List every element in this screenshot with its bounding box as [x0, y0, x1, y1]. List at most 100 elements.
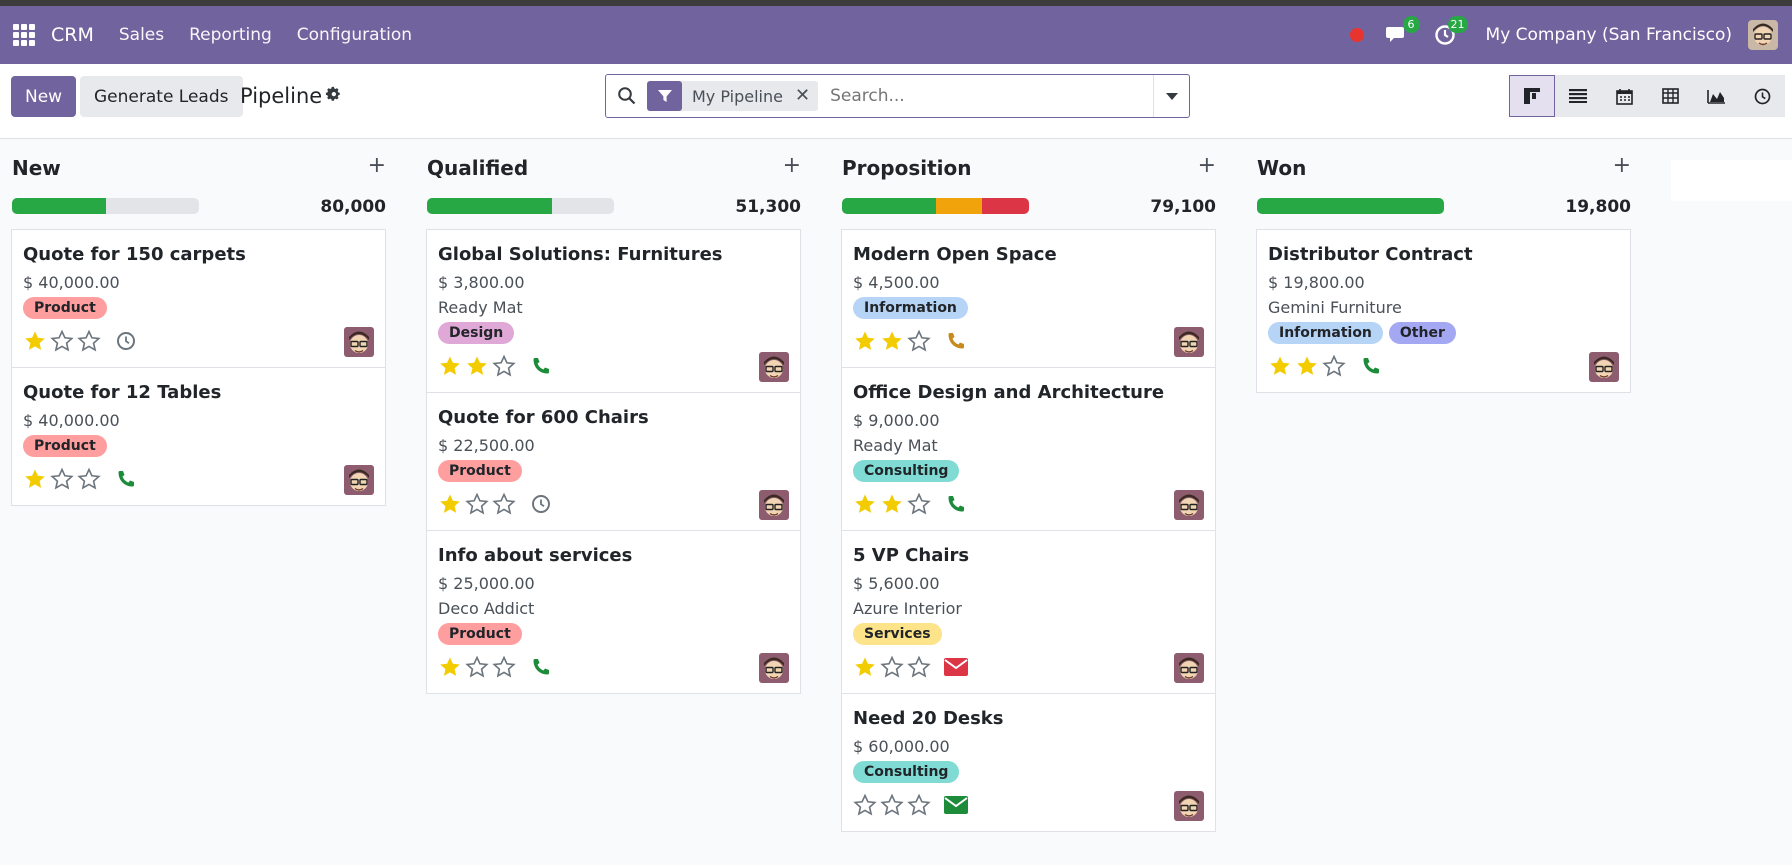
kanban-card[interactable]: Modern Open Space $ 4,500.00 Information: [841, 229, 1216, 368]
star-empty-icon[interactable]: [492, 492, 516, 516]
salesperson-avatar[interactable]: [1174, 490, 1204, 520]
quick-create-plus-icon[interactable]: +: [1612, 153, 1631, 178]
star-filled-icon[interactable]: [1268, 354, 1292, 378]
salesperson-avatar[interactable]: [344, 465, 374, 495]
star-filled-icon[interactable]: [465, 354, 489, 378]
star-empty-icon[interactable]: [465, 655, 489, 679]
graph-view-button[interactable]: [1693, 75, 1739, 117]
menu-sales[interactable]: Sales: [118, 25, 165, 45]
star-filled-icon[interactable]: [853, 492, 877, 516]
progress-segment-orange[interactable]: [935, 198, 983, 214]
star-empty-icon[interactable]: [853, 793, 877, 817]
app-brand[interactable]: CRM: [51, 24, 94, 46]
progress-segment-green[interactable]: [427, 198, 553, 214]
quick-create-plus-icon[interactable]: +: [367, 153, 386, 178]
salesperson-avatar[interactable]: [1589, 352, 1619, 382]
pivot-view-button[interactable]: [1647, 75, 1693, 117]
star-empty-icon[interactable]: [907, 329, 931, 353]
quick-create-plus-icon[interactable]: +: [782, 153, 801, 178]
star-filled-icon[interactable]: [438, 354, 462, 378]
star-empty-icon[interactable]: [880, 793, 904, 817]
phone-icon[interactable]: [529, 354, 553, 378]
user-avatar[interactable]: [1748, 20, 1778, 50]
new-button[interactable]: New: [11, 76, 77, 117]
phone-icon[interactable]: [529, 655, 553, 679]
star-empty-icon[interactable]: [907, 655, 931, 679]
salesperson-avatar[interactable]: [759, 352, 789, 382]
star-empty-icon[interactable]: [492, 354, 516, 378]
star-empty-icon[interactable]: [907, 492, 931, 516]
column-progress-bar[interactable]: [1257, 198, 1444, 214]
salesperson-avatar[interactable]: [759, 653, 789, 683]
kanban-card[interactable]: Global Solutions: Furnitures $ 3,800.00 Re…: [426, 229, 801, 393]
list-view-button[interactable]: [1555, 75, 1601, 117]
star-filled-icon[interactable]: [23, 329, 47, 353]
phone-icon[interactable]: [1359, 354, 1383, 378]
column-title[interactable]: New: [12, 156, 61, 180]
kanban-card[interactable]: Quote for 600 Chairs $ 22,500.00 Product: [426, 392, 801, 531]
column-title[interactable]: Qualified: [427, 156, 529, 180]
star-empty-icon[interactable]: [492, 655, 516, 679]
phone-icon[interactable]: [944, 492, 968, 516]
activity-view-button[interactable]: [1739, 75, 1785, 117]
envelope-green-icon[interactable]: [944, 793, 968, 817]
column-title[interactable]: Won: [1257, 156, 1307, 180]
company-switcher[interactable]: My Company (San Francisco): [1485, 25, 1732, 45]
salesperson-avatar[interactable]: [1174, 327, 1204, 357]
phone-orange-icon[interactable]: [944, 329, 968, 353]
search-options-toggle[interactable]: [1153, 75, 1189, 117]
salesperson-avatar[interactable]: [1174, 791, 1204, 821]
salesperson-avatar[interactable]: [759, 490, 789, 520]
star-empty-icon[interactable]: [50, 467, 74, 491]
messages-button[interactable]: 6: [1384, 16, 1420, 48]
generate-leads-button[interactable]: Generate Leads: [80, 76, 243, 117]
progress-segment-green[interactable]: [12, 198, 106, 214]
menu-configuration[interactable]: Configuration: [296, 25, 413, 45]
kanban-card[interactable]: 5 VP Chairs $ 5,600.00 Azure Interior Servi…: [841, 530, 1216, 694]
salesperson-avatar[interactable]: [1174, 653, 1204, 683]
star-filled-icon[interactable]: [880, 492, 904, 516]
star-empty-icon[interactable]: [50, 329, 74, 353]
column-progress-bar[interactable]: [842, 198, 1029, 214]
calendar-view-button[interactable]: [1601, 75, 1647, 117]
clock-icon[interactable]: [114, 329, 138, 353]
kanban-card[interactable]: Need 20 Desks $ 60,000.00 Consulting: [841, 693, 1216, 832]
menu-reporting[interactable]: Reporting: [189, 25, 272, 45]
column-title[interactable]: Proposition: [842, 156, 972, 180]
progress-segment-red[interactable]: [982, 198, 1029, 214]
star-filled-icon[interactable]: [853, 655, 877, 679]
star-empty-icon[interactable]: [465, 492, 489, 516]
activities-button[interactable]: 21: [1432, 16, 1468, 48]
kanban-card[interactable]: Office Design and Architecture $ 9,000.00…: [841, 367, 1216, 531]
star-filled-icon[interactable]: [880, 329, 904, 353]
add-column-placeholder[interactable]: [1671, 160, 1792, 201]
search-icon[interactable]: [617, 86, 637, 106]
star-empty-icon[interactable]: [77, 467, 101, 491]
column-progress-bar[interactable]: [12, 198, 199, 214]
recording-indicator-icon[interactable]: [1349, 28, 1364, 42]
apps-menu-icon[interactable]: [13, 24, 35, 46]
gear-icon[interactable]: [325, 86, 342, 103]
remove-facet-icon[interactable]: ✕: [794, 85, 811, 106]
star-empty-icon[interactable]: [907, 793, 931, 817]
kanban-view-button[interactable]: [1509, 75, 1555, 117]
kanban-card[interactable]: Quote for 12 Tables $ 40,000.00 Product: [11, 367, 386, 506]
star-empty-icon[interactable]: [77, 329, 101, 353]
progress-segment-green[interactable]: [842, 198, 936, 214]
kanban-card[interactable]: Distributor Contract $ 19,800.00 Gemini Fu…: [1256, 229, 1631, 393]
star-empty-icon[interactable]: [880, 655, 904, 679]
progress-segment-green[interactable]: [1257, 198, 1444, 214]
star-filled-icon[interactable]: [23, 467, 47, 491]
salesperson-avatar[interactable]: [344, 327, 374, 357]
phone-icon[interactable]: [114, 467, 138, 491]
star-filled-icon[interactable]: [853, 329, 877, 353]
kanban-card[interactable]: Info about services $ 25,000.00 Deco Addic…: [426, 530, 801, 694]
quick-create-plus-icon[interactable]: +: [1197, 153, 1216, 178]
star-filled-icon[interactable]: [1295, 354, 1319, 378]
clock-icon[interactable]: [529, 492, 553, 516]
column-progress-bar[interactable]: [427, 198, 614, 214]
envelope-red-icon[interactable]: [944, 655, 968, 679]
kanban-card[interactable]: Quote for 150 carpets $ 40,000.00 Product: [11, 229, 386, 368]
star-filled-icon[interactable]: [438, 492, 462, 516]
star-empty-icon[interactable]: [1322, 354, 1346, 378]
